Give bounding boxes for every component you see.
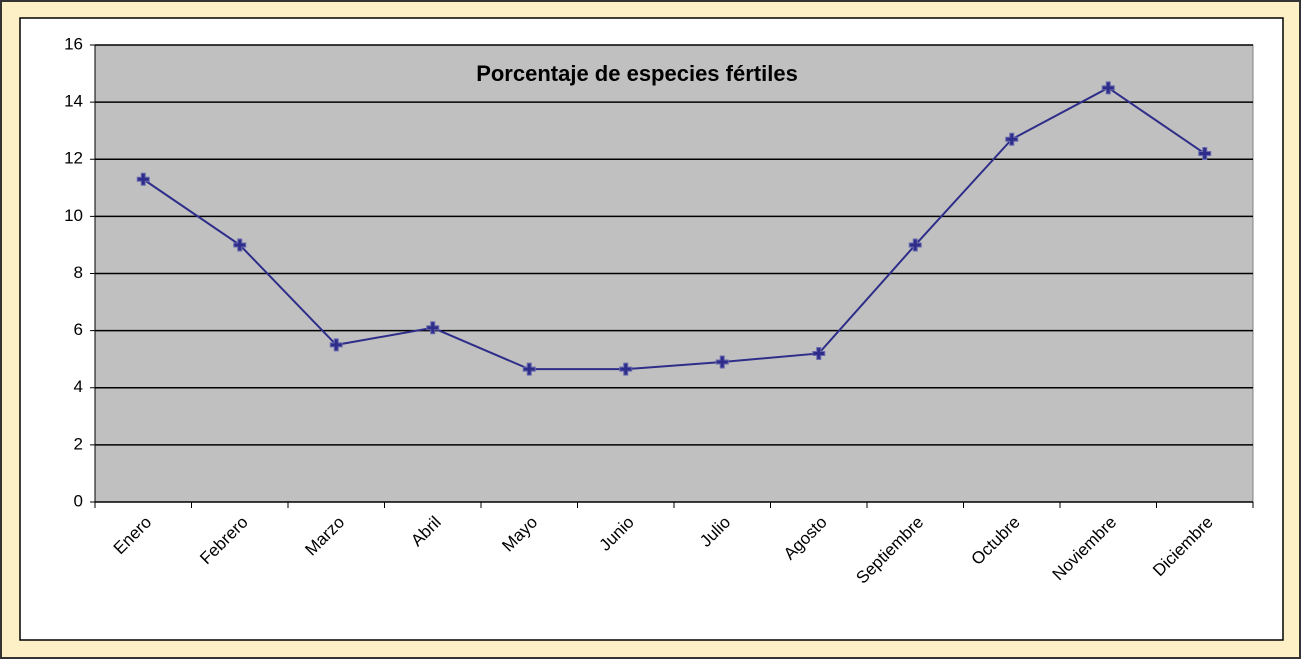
y-tick-label: 8 — [74, 263, 83, 282]
marker — [1005, 132, 1019, 146]
series-line — [142, 86, 1206, 371]
marker — [329, 338, 343, 352]
marker — [812, 346, 826, 360]
y-tick-label: 0 — [74, 491, 83, 510]
y-tick-label: 14 — [64, 92, 83, 111]
y-tick-label: 2 — [74, 434, 83, 453]
marker — [908, 238, 922, 252]
marker — [619, 362, 633, 376]
marker — [233, 238, 247, 252]
chart-title: Porcentaje de especies fértiles — [476, 61, 798, 86]
y-tick-label: 10 — [64, 206, 83, 225]
marker — [1101, 81, 1115, 95]
y-tick-label: 6 — [74, 320, 83, 339]
marker — [522, 362, 536, 376]
y-tick-label: 12 — [64, 149, 83, 168]
y-tick-label: 4 — [74, 377, 83, 396]
y-tick-label: 16 — [64, 34, 83, 53]
marker — [715, 355, 729, 369]
marker — [1198, 147, 1212, 161]
marker — [136, 172, 150, 186]
marker — [426, 321, 440, 335]
